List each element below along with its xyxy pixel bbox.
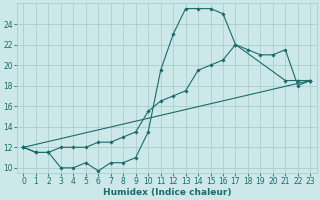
X-axis label: Humidex (Indice chaleur): Humidex (Indice chaleur) (103, 188, 231, 197)
